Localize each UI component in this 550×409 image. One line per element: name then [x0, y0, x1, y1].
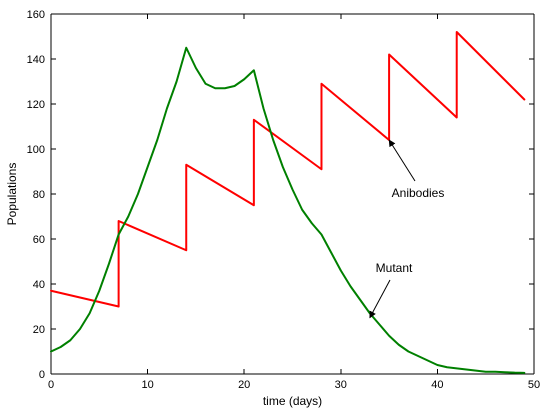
- y-axis-title: Populations: [5, 163, 19, 226]
- y-tick-label: 120: [27, 99, 45, 111]
- mutant-label: Mutant: [376, 261, 413, 275]
- y-tick-label: 40: [33, 279, 45, 291]
- y-tick-label: 0: [39, 369, 45, 381]
- x-tick-label: 40: [431, 379, 443, 391]
- x-tick-label: 50: [528, 379, 540, 391]
- annotation-layer: Anibodies Mutant: [369, 139, 445, 319]
- x-axis-title: time (days): [263, 394, 322, 408]
- y-tick-label: 140: [27, 54, 45, 66]
- x-axis-ticks: 0 10 20 30 40 50: [48, 14, 540, 391]
- x-tick-label: 10: [141, 379, 153, 391]
- antibodies-series-line: [50, 31, 526, 308]
- y-tick-label: 100: [27, 144, 45, 156]
- y-tick-label: 60: [33, 234, 45, 246]
- x-tick-label: 20: [238, 379, 250, 391]
- series-layer: [50, 31, 526, 374]
- y-tick-label: 20: [33, 324, 45, 336]
- antibodies-arrow: [388, 139, 416, 182]
- mutant-arrow: [369, 279, 391, 319]
- y-tick-label: 160: [27, 9, 45, 21]
- y-axis-ticks: 0 20 40 60 80 100 120 140 160: [27, 9, 534, 381]
- mutant-series-line: [50, 46, 526, 374]
- plot-frame: [50, 13, 535, 375]
- x-tick-label: 0: [48, 379, 54, 391]
- y-tick-label: 80: [33, 189, 45, 201]
- x-tick-label: 30: [335, 379, 347, 391]
- antibodies-label: Anibodies: [392, 186, 445, 200]
